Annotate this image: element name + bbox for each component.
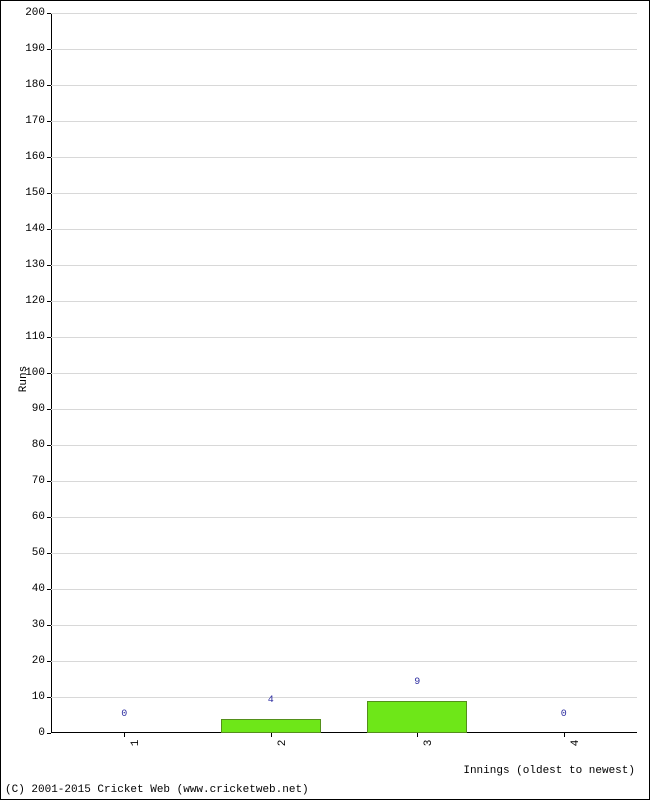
grid-line	[51, 697, 637, 698]
y-tick-label: 60	[32, 511, 51, 523]
grid-line	[51, 589, 637, 590]
x-axis-line	[51, 732, 637, 733]
grid-line	[51, 301, 637, 302]
y-tick-label: 200	[25, 7, 51, 19]
x-tick-mark	[124, 733, 125, 737]
grid-line	[51, 85, 637, 86]
y-tick-label: 190	[25, 43, 51, 55]
y-tick-label: 160	[25, 151, 51, 163]
grid-line	[51, 373, 637, 374]
grid-line	[51, 49, 637, 50]
plot-area: 0102030405060708090100110120130140150160…	[51, 13, 637, 733]
y-axis-title: Runs	[18, 366, 30, 392]
y-tick-label: 40	[32, 583, 51, 595]
bar-value-label: 9	[414, 677, 420, 688]
bar-value-label: 4	[268, 695, 274, 706]
y-tick-label: 90	[32, 403, 51, 415]
x-tick-mark	[417, 733, 418, 737]
grid-line	[51, 193, 637, 194]
grid-line	[51, 229, 637, 230]
bar	[221, 719, 321, 733]
bar-value-label: 0	[561, 709, 567, 720]
y-tick-label: 130	[25, 259, 51, 271]
y-tick-label: 140	[25, 223, 51, 235]
bar-value-label: 0	[121, 709, 127, 720]
grid-line	[51, 121, 637, 122]
x-tick-mark	[271, 733, 272, 737]
y-tick-label: 0	[38, 727, 51, 739]
x-axis-title: Innings (oldest to newest)	[463, 765, 635, 777]
y-tick-label: 70	[32, 475, 51, 487]
x-tick-label: 2	[271, 740, 289, 747]
y-tick-label: 20	[32, 655, 51, 667]
footer-text: (C) 2001-2015 Cricket Web (www.cricketwe…	[5, 784, 309, 796]
y-tick-label: 120	[25, 295, 51, 307]
y-tick-label: 110	[25, 331, 51, 343]
y-tick-label: 30	[32, 619, 51, 631]
grid-line	[51, 517, 637, 518]
y-tick-label: 50	[32, 547, 51, 559]
chart-container: 0102030405060708090100110120130140150160…	[0, 0, 650, 800]
y-tick-label: 180	[25, 79, 51, 91]
y-tick-label: 80	[32, 439, 51, 451]
x-tick-label: 3	[417, 740, 435, 747]
grid-line	[51, 481, 637, 482]
grid-line	[51, 157, 637, 158]
x-tick-label: 4	[564, 740, 582, 747]
x-tick-mark	[564, 733, 565, 737]
grid-line	[51, 553, 637, 554]
x-tick-label: 1	[124, 740, 142, 747]
grid-line	[51, 661, 637, 662]
grid-line	[51, 265, 637, 266]
bar	[367, 701, 467, 733]
y-tick-label: 170	[25, 115, 51, 127]
grid-line	[51, 13, 637, 14]
y-tick-label: 150	[25, 187, 51, 199]
grid-line	[51, 337, 637, 338]
grid-line	[51, 625, 637, 626]
y-tick-label: 10	[32, 691, 51, 703]
grid-line	[51, 409, 637, 410]
grid-line	[51, 445, 637, 446]
